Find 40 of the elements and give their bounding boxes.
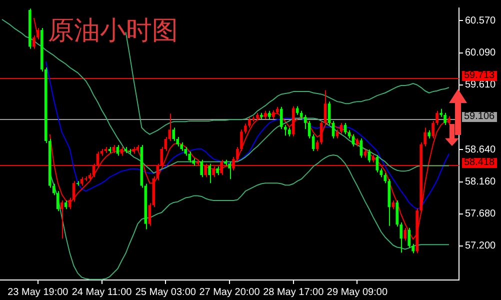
ref-line-label: 58.418 (462, 156, 497, 168)
candlestick (308, 120, 311, 139)
candlestick (248, 117, 251, 128)
candlestick (280, 106, 283, 130)
candlestick (200, 159, 203, 178)
x-tick-label: 25 May 03:00 (135, 286, 196, 298)
candlestick (244, 123, 247, 134)
chart-title: 原油小时图 (48, 16, 178, 46)
ref-line-label: 59.106 (462, 110, 497, 122)
candlestick (376, 154, 379, 173)
candlestick (368, 149, 371, 163)
candlestick (304, 114, 307, 130)
ref-line-label: 59.713 (462, 70, 497, 81)
candlestick (228, 161, 231, 180)
candlestick (240, 129, 243, 152)
candlestick (408, 227, 411, 248)
candlestick (344, 122, 347, 135)
x-tick-label: 28 May 17:00 (263, 286, 324, 298)
x-tick-label: 24 May 11:00 (72, 286, 132, 298)
candlestick (60, 200, 64, 240)
candlestick (332, 120, 335, 139)
y-tick-label: 58.640 (465, 144, 496, 156)
y-tick-label: 60.570 (465, 15, 496, 26)
x-tick-label: 27 May 20:00 (199, 286, 260, 298)
candlestick (328, 101, 331, 126)
candlestick (384, 172, 387, 184)
y-tick-label: 57.200 (465, 240, 496, 252)
candlestick (320, 120, 323, 145)
x-tick-label: 29 May 09:00 (326, 286, 388, 298)
y-tick-label: 58.160 (465, 176, 496, 188)
x-tick-label: 23 May 19:00 (8, 286, 69, 298)
candlestick (172, 127, 176, 142)
candlestick (284, 124, 287, 136)
candlestick (188, 151, 191, 163)
y-tick-label: 60.090 (465, 48, 496, 59)
candlestick (444, 112, 446, 126)
candlestick (236, 146, 239, 162)
y-tick-label: 57.680 (465, 208, 496, 220)
candlestick (324, 90, 327, 126)
candlestick (208, 163, 211, 184)
